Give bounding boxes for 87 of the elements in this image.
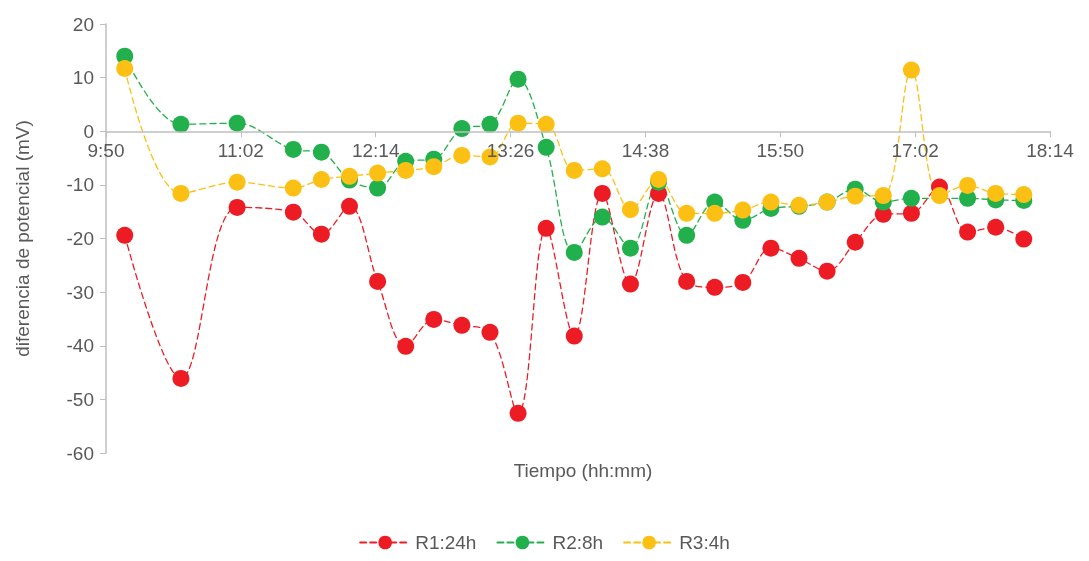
x-tick-label: 12:14	[351, 140, 400, 162]
point	[369, 179, 387, 197]
point	[959, 223, 977, 241]
point	[706, 278, 724, 296]
point	[172, 115, 190, 133]
point	[116, 226, 134, 244]
point	[509, 114, 527, 132]
y-tick-label: 10	[72, 67, 94, 89]
x-tick-label: 18:14	[1026, 140, 1075, 162]
y-axis-title: diferencia de potencial (mV)	[12, 120, 33, 357]
point	[621, 275, 639, 293]
point	[987, 218, 1005, 236]
point	[762, 239, 780, 257]
point	[228, 198, 246, 216]
point	[818, 262, 836, 280]
point	[397, 337, 415, 355]
point	[902, 189, 920, 207]
x-axis-title: Tiempo (hh:mm)	[513, 460, 653, 481]
point	[425, 158, 443, 176]
point	[621, 239, 639, 257]
point	[987, 184, 1005, 202]
point	[790, 249, 808, 267]
x-tick-label: 15:50	[756, 140, 805, 162]
point	[481, 323, 499, 341]
point	[1015, 186, 1033, 204]
legend-label: R3:4h	[679, 532, 730, 553]
y-tick-label: -60	[66, 442, 94, 464]
point	[172, 369, 190, 387]
point	[397, 161, 415, 179]
point	[565, 243, 583, 261]
point	[284, 179, 302, 197]
point	[537, 115, 555, 133]
y-tick-label: -40	[66, 335, 94, 357]
point	[312, 143, 330, 161]
point	[425, 310, 443, 328]
point	[846, 233, 864, 251]
x-tick-label: 17:02	[891, 140, 939, 162]
point	[284, 203, 302, 221]
point	[593, 184, 611, 202]
point	[228, 114, 246, 132]
x-tick-label: 14:38	[621, 140, 670, 162]
y-tick-label: -50	[66, 388, 94, 410]
point	[678, 204, 696, 222]
point	[1015, 230, 1033, 248]
x-tick-label: 11:02	[217, 140, 264, 162]
point	[706, 204, 724, 222]
point	[481, 115, 499, 133]
point	[931, 187, 948, 205]
point	[116, 60, 134, 77]
y-tick-label: -10	[66, 174, 94, 196]
point	[284, 140, 302, 158]
point	[312, 171, 330, 189]
point	[537, 219, 555, 237]
point	[565, 161, 583, 179]
y-tick-label: -20	[66, 228, 94, 249]
point	[565, 327, 583, 345]
legend-label: R1:24h	[415, 532, 477, 553]
point	[509, 404, 527, 422]
point	[341, 167, 358, 185]
point	[734, 273, 752, 291]
point	[369, 164, 387, 182]
point	[312, 225, 330, 243]
point	[902, 61, 920, 79]
point	[593, 208, 611, 226]
point	[902, 204, 920, 222]
point	[874, 187, 892, 205]
point	[621, 201, 639, 219]
point	[537, 138, 555, 156]
point	[172, 184, 190, 202]
point	[959, 176, 977, 194]
legend-label: R2:8h	[552, 532, 604, 553]
y-tick-label: 20	[72, 13, 94, 35]
point	[369, 272, 387, 290]
point	[228, 173, 246, 191]
point	[509, 70, 527, 88]
point	[341, 197, 358, 215]
y-tick-label: -30	[66, 281, 94, 303]
x-tick-label: 9:50	[87, 140, 125, 162]
y-tick-label: 0	[83, 120, 94, 142]
point	[734, 201, 752, 219]
point	[678, 272, 696, 290]
point	[846, 187, 864, 205]
point	[453, 316, 471, 334]
point	[678, 226, 696, 244]
point	[762, 193, 780, 211]
point	[593, 160, 611, 178]
point	[453, 146, 471, 164]
